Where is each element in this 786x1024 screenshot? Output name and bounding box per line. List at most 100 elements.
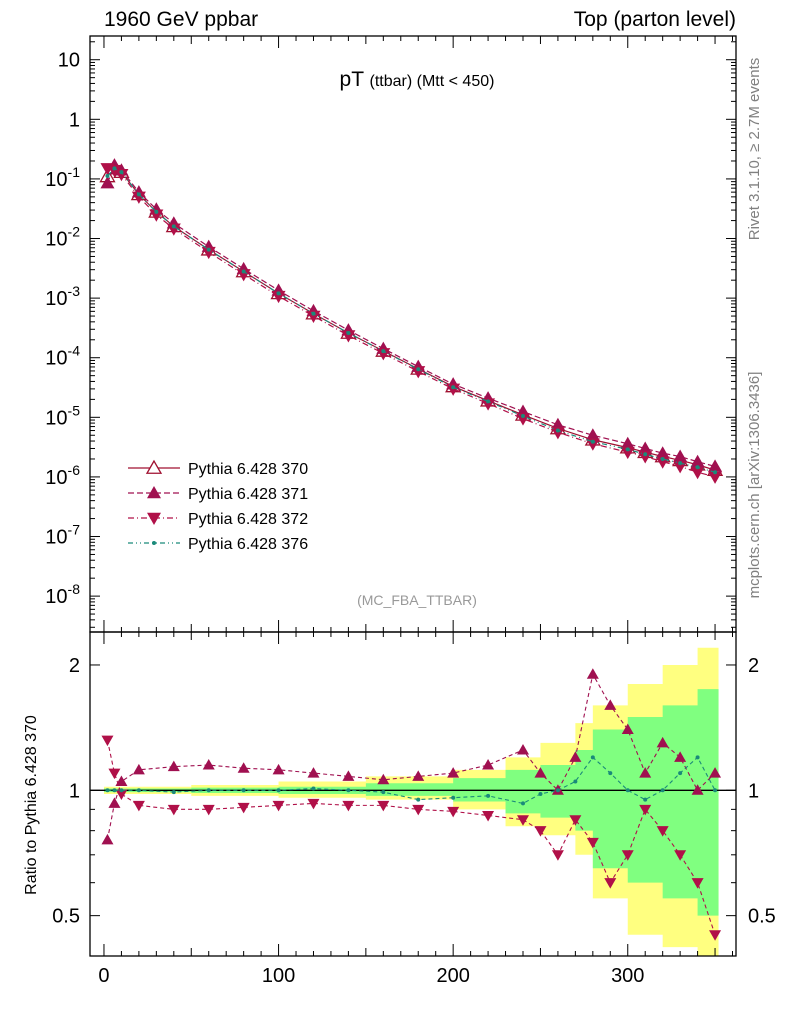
ratio-point bbox=[674, 751, 687, 762]
ratio-point bbox=[136, 788, 141, 793]
series-point bbox=[660, 456, 665, 461]
ratio-point bbox=[132, 763, 145, 775]
series-point bbox=[690, 466, 705, 480]
legend-marker bbox=[145, 459, 163, 474]
ratio-point bbox=[342, 770, 355, 781]
ratio-point bbox=[639, 804, 652, 816]
series-point bbox=[708, 471, 723, 484]
ratio-point bbox=[538, 791, 543, 796]
series-point bbox=[486, 399, 491, 404]
series-point bbox=[100, 176, 115, 189]
legend-marker bbox=[147, 512, 161, 525]
series-point bbox=[673, 449, 688, 462]
series-point bbox=[131, 191, 146, 204]
x-tick-label: 300 bbox=[611, 965, 644, 987]
series-point bbox=[638, 441, 653, 454]
ratio-point bbox=[709, 767, 722, 778]
ratio-point bbox=[551, 850, 564, 861]
ratio-point bbox=[272, 800, 285, 812]
series-point bbox=[381, 349, 386, 354]
ratio-point bbox=[307, 767, 320, 778]
series-line-pythia-6-428-370 bbox=[107, 167, 716, 471]
y-tick-label: 10-8 bbox=[45, 581, 80, 608]
series-point bbox=[341, 330, 356, 343]
ratio-point bbox=[346, 788, 351, 793]
ratio-point bbox=[115, 775, 128, 786]
ratio-point bbox=[167, 760, 180, 772]
legend-marker bbox=[152, 541, 156, 545]
series-point bbox=[376, 348, 391, 361]
legend-label: Pythia 6.428 376 bbox=[188, 536, 308, 553]
ratio-point bbox=[482, 810, 495, 822]
series-point bbox=[585, 438, 600, 451]
ratio-point bbox=[660, 788, 665, 793]
ratio-line bbox=[106, 739, 716, 935]
series-point bbox=[655, 446, 670, 459]
ratio-point bbox=[691, 878, 704, 889]
header-left: 1960 GeV ppbar bbox=[104, 8, 259, 31]
ratio-point bbox=[586, 837, 599, 849]
ratio-point bbox=[206, 788, 211, 793]
ratio-point bbox=[590, 755, 595, 760]
plot-title: pT (ttbar) (Mtt < 450) bbox=[340, 68, 495, 91]
ratio-point bbox=[678, 771, 683, 776]
y-tick-label: 10-5 bbox=[45, 402, 80, 429]
series-point bbox=[555, 428, 560, 433]
ratio-point bbox=[108, 797, 121, 808]
ratio-point bbox=[272, 763, 285, 775]
ratio-y-axis-label: Ratio to Pythia 6.428 370 bbox=[23, 715, 40, 895]
ratio-point bbox=[381, 790, 386, 795]
series-point bbox=[451, 385, 456, 390]
series-point bbox=[620, 446, 635, 460]
series-point bbox=[136, 192, 141, 197]
ratio-point bbox=[105, 788, 110, 793]
series-point bbox=[154, 209, 159, 214]
series-point bbox=[114, 168, 129, 182]
ratio-point bbox=[713, 788, 718, 793]
ratio-point bbox=[119, 788, 124, 793]
x-tick-label: 100 bbox=[262, 965, 295, 987]
series-point bbox=[107, 164, 122, 178]
series-point bbox=[112, 166, 117, 171]
ratio-point bbox=[625, 788, 630, 793]
series-point bbox=[550, 417, 565, 431]
ratio-point bbox=[451, 795, 456, 800]
series-point bbox=[708, 459, 723, 472]
ratio-plot-frame bbox=[89, 631, 737, 957]
ratio-point bbox=[412, 804, 425, 816]
series-point bbox=[236, 269, 251, 282]
series-point bbox=[585, 428, 600, 441]
series-point bbox=[643, 452, 648, 457]
series-point bbox=[311, 311, 316, 316]
ratio-point bbox=[237, 762, 250, 773]
header-right: Top (parton level) bbox=[573, 8, 736, 31]
ratio-point bbox=[534, 826, 547, 837]
ratio-y-tick-label: 0.5 bbox=[52, 906, 80, 928]
y-tick-label: 10 bbox=[58, 50, 80, 72]
series-point bbox=[638, 451, 653, 464]
ratio-y-tick-label-right: 2 bbox=[748, 655, 759, 677]
y-tick-label: 1 bbox=[69, 109, 80, 131]
series-point bbox=[271, 290, 286, 304]
series-point bbox=[550, 427, 565, 440]
ratio-point bbox=[573, 779, 578, 784]
ratio-point bbox=[486, 793, 491, 798]
ratio-point bbox=[555, 788, 560, 793]
ratio-point bbox=[342, 800, 355, 812]
ratio-point bbox=[447, 767, 460, 778]
series-point bbox=[149, 209, 164, 222]
ratio-point bbox=[534, 767, 547, 778]
ratio-point bbox=[307, 798, 320, 810]
series-point bbox=[411, 366, 426, 379]
series-point bbox=[105, 173, 110, 178]
y-tick-label: 10-2 bbox=[45, 224, 80, 251]
series-point bbox=[678, 461, 683, 466]
ratio-point bbox=[108, 768, 121, 780]
ratio-point bbox=[132, 800, 145, 812]
x-tick-label: 200 bbox=[436, 965, 469, 987]
ratio-point bbox=[167, 804, 180, 816]
series-point bbox=[625, 447, 630, 452]
series-point bbox=[590, 439, 595, 444]
ratio-point bbox=[639, 767, 652, 778]
